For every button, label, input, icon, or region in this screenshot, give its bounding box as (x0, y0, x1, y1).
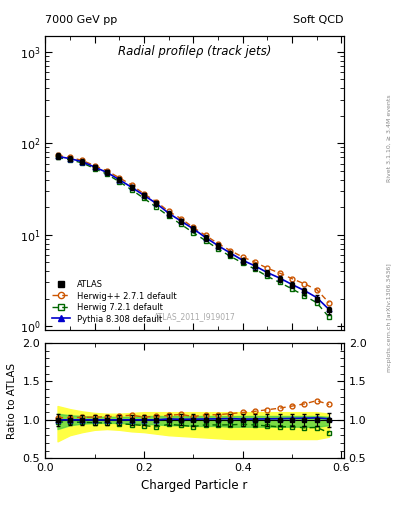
Text: Rivet 3.1.10, ≥ 3.4M events: Rivet 3.1.10, ≥ 3.4M events (387, 94, 392, 182)
Legend: ATLAS, Herwig++ 2.7.1 default, Herwig 7.2.1 default, Pythia 8.308 default: ATLAS, Herwig++ 2.7.1 default, Herwig 7.… (50, 278, 179, 326)
Text: ATLAS_2011_I919017: ATLAS_2011_I919017 (154, 312, 235, 322)
X-axis label: Charged Particle r: Charged Particle r (141, 479, 248, 492)
Y-axis label: Ratio to ATLAS: Ratio to ATLAS (7, 362, 17, 439)
Text: Radial profileρ (track jets): Radial profileρ (track jets) (118, 45, 271, 58)
Text: mcplots.cern.ch [arXiv:1306.3436]: mcplots.cern.ch [arXiv:1306.3436] (387, 263, 392, 372)
Text: Soft QCD: Soft QCD (294, 14, 344, 25)
Text: 7000 GeV pp: 7000 GeV pp (45, 14, 118, 25)
